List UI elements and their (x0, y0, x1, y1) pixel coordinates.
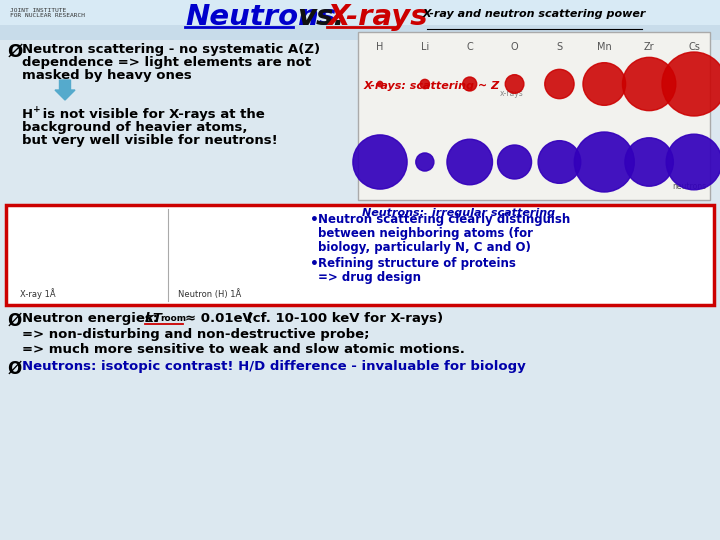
Text: Refining structure of proteins: Refining structure of proteins (318, 257, 516, 270)
Text: Mn: Mn (597, 42, 612, 52)
Text: S: S (557, 42, 562, 52)
Circle shape (377, 82, 382, 86)
Text: Neutrons: isotopic contrast! H/D difference - invaluable for biology: Neutrons: isotopic contrast! H/D differe… (22, 360, 526, 373)
Text: Ø: Ø (8, 360, 22, 378)
Text: ≈ 0.01eV: ≈ 0.01eV (185, 312, 253, 325)
Text: Neutrons:  irregular scattering: Neutrons: irregular scattering (362, 208, 555, 218)
Text: dependence => light elements are not: dependence => light elements are not (22, 56, 311, 69)
Text: Neutron energies:: Neutron energies: (22, 312, 167, 325)
Text: biology, particularly N, C and O): biology, particularly N, C and O) (318, 241, 531, 254)
Circle shape (538, 140, 581, 184)
Text: is not visible for X-rays at the: is not visible for X-rays at the (38, 108, 265, 121)
Text: X-rays: X-rays (327, 3, 428, 31)
Circle shape (353, 135, 407, 189)
Circle shape (416, 153, 434, 171)
Circle shape (463, 77, 477, 91)
Text: Cs: Cs (688, 42, 700, 52)
Text: => non-disturbing and non-destructive probe;: => non-disturbing and non-destructive pr… (22, 328, 369, 341)
Circle shape (575, 132, 634, 192)
Text: X-ray 1Å: X-ray 1Å (20, 288, 55, 299)
Text: Neutron scattering - no systematic A(Z): Neutron scattering - no systematic A(Z) (22, 43, 320, 56)
Circle shape (625, 138, 673, 186)
Circle shape (583, 63, 626, 105)
Text: C: C (467, 42, 473, 52)
Text: => drug design: => drug design (318, 271, 421, 284)
Circle shape (662, 52, 720, 116)
Circle shape (505, 75, 524, 93)
Text: masked by heavy ones: masked by heavy ones (22, 69, 192, 82)
Text: x-rays: x-rays (500, 89, 523, 98)
Text: Neutron scattering clearly distinguish: Neutron scattering clearly distinguish (318, 213, 570, 226)
Text: background of heavier atoms,: background of heavier atoms, (22, 121, 248, 134)
Text: •: • (310, 257, 319, 271)
Circle shape (545, 69, 574, 99)
Text: Zr: Zr (644, 42, 654, 52)
Text: between neighboring atoms (for: between neighboring atoms (for (318, 227, 533, 240)
Text: O: O (510, 42, 518, 52)
Bar (6, 205, 714, 305)
Circle shape (420, 79, 430, 89)
Text: Ø: Ø (8, 312, 22, 330)
Circle shape (666, 134, 720, 190)
Text: H: H (377, 42, 384, 52)
Text: Neutrons: Neutrons (185, 3, 336, 31)
Circle shape (447, 139, 492, 185)
Text: X-ray and neutron scattering power: X-ray and neutron scattering power (423, 9, 646, 19)
Text: (cf. 10-100 keV for X-rays): (cf. 10-100 keV for X-rays) (242, 312, 443, 325)
Text: Li: Li (420, 42, 429, 52)
Bar (0, 0, 720, 40)
Text: but very well visible for neutrons!: but very well visible for neutrons! (22, 134, 278, 147)
Text: +: + (33, 105, 40, 114)
Text: X-rays: scattering ~ Z: X-rays: scattering ~ Z (364, 81, 500, 91)
Text: Ø: Ø (8, 43, 23, 61)
Circle shape (623, 57, 676, 111)
Text: Neutron (H) 1Å: Neutron (H) 1Å (178, 289, 241, 299)
Text: => much more sensitive to weak and slow atomic motions.: => much more sensitive to weak and slow … (22, 343, 465, 356)
Text: room: room (160, 314, 186, 323)
Bar (358, 32, 710, 200)
Text: JOINT INSTITUTE
FOR NUCLEAR RESEARCH: JOINT INSTITUTE FOR NUCLEAR RESEARCH (10, 8, 85, 18)
Text: vs.: vs. (297, 3, 344, 31)
Text: •: • (310, 213, 319, 227)
Bar (0, 0, 720, 25)
FancyArrow shape (55, 80, 75, 100)
Text: neutrons: neutrons (672, 182, 706, 191)
Circle shape (498, 145, 531, 179)
Text: kT: kT (145, 312, 163, 325)
Text: H: H (22, 108, 33, 121)
